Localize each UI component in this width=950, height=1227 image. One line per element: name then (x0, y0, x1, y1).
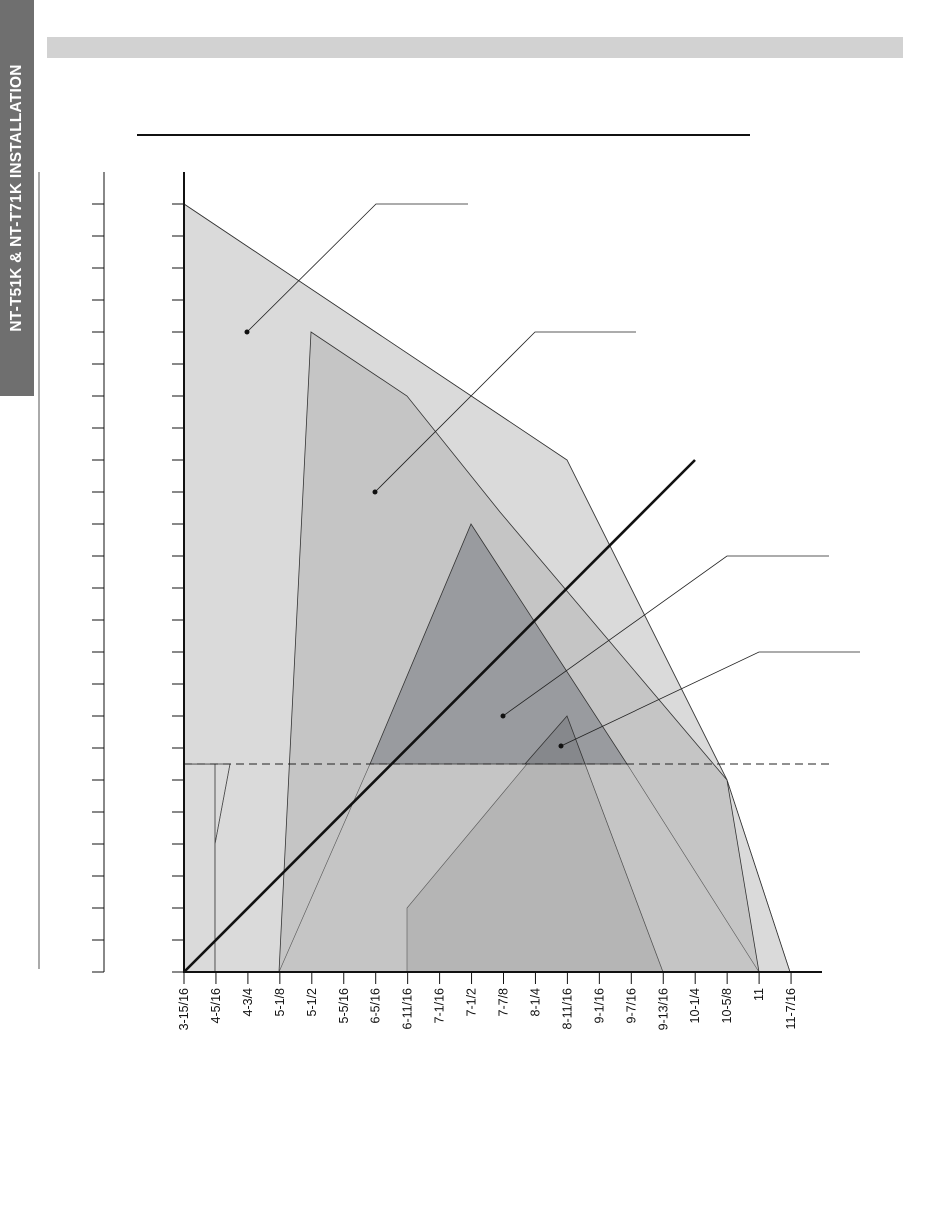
x-tick-label: 6-11/16 (401, 988, 415, 1030)
outline-darkest-lower (584, 763, 664, 973)
callout-1 (244, 203, 468, 335)
x-tick-label: 8-1/4 (528, 988, 542, 1017)
header-bar (47, 37, 903, 58)
x-tick-label: 11 (752, 988, 766, 1001)
x-tick-label: 7-1/2 (465, 988, 479, 1017)
callout-4 (558, 651, 860, 749)
outline-medium-lower (278, 763, 371, 973)
x-tick-label: 7-1/16 (433, 988, 447, 1023)
x-tick-label: 9-1/16 (592, 988, 606, 1023)
x-tick-label: 9-13/16 (656, 988, 670, 1030)
diagonal-line (183, 459, 696, 973)
side-tab: NT-T51K & NT-T71K INSTALLATION (0, 0, 34, 396)
x-tick-label: 6-5/16 (369, 988, 383, 1023)
x-tick-label: 5-1/8 (273, 988, 287, 1017)
callout-2 (372, 331, 636, 495)
x-tick-label: 4-5/16 (209, 988, 223, 1023)
x-axis-ticks: 3-15/16 4-5/16 4-3/4 5-1/8 5-1/2 5-5/16 6-5/16… (177, 972, 798, 1030)
outline-dark-lower (626, 763, 760, 973)
x-tick-label: 5-1/2 (305, 988, 319, 1017)
x-tick-label: 9-7/16 (624, 988, 638, 1023)
x-tick-label: 10-1/4 (688, 988, 702, 1023)
x-tick-label: 3-15/16 (177, 988, 191, 1030)
x-tick-label: 8-11/16 (560, 988, 574, 1030)
x-tick-label: 5-5/16 (337, 988, 351, 1023)
left-ruler (92, 172, 105, 973)
x-tick-label: 7-7/8 (497, 988, 511, 1017)
x-tick-label: 4-3/4 (241, 988, 255, 1017)
x-tick-label: 10-5/8 (720, 988, 734, 1023)
callout-3 (500, 555, 829, 719)
x-tick-label: 11-7/16 (784, 988, 798, 1030)
outline-large-left (214, 763, 231, 972)
y-axis-ticks (172, 203, 184, 973)
